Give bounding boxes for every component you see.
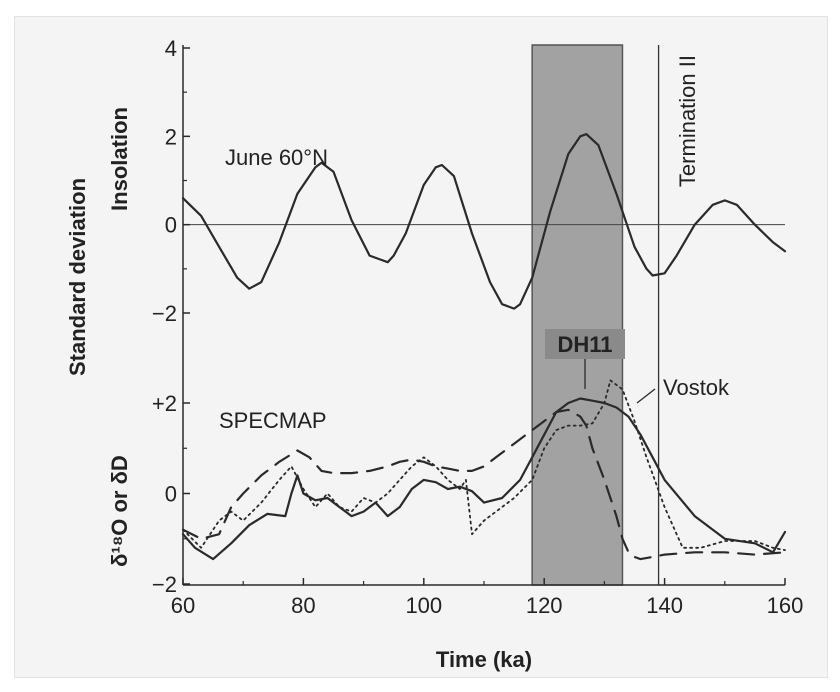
x-tick-label: 140	[646, 593, 683, 618]
shaded-band-dh11	[531, 44, 624, 586]
vostok-pointer	[636, 388, 656, 404]
y-label-insolation: Insolation	[107, 107, 132, 211]
isotope-line-vostok	[182, 379, 786, 551]
x-axis-label: Time (ka)	[436, 647, 532, 672]
chart-svg: 60 80 100 120 140 160 4 2 0 −2 +2 0 −2 Insolation St…	[65, 36, 803, 672]
y-label-standard-deviation: Standard deviation	[65, 178, 90, 376]
y-tick-label-top: −2	[152, 301, 177, 326]
annotation-dh11: DH11	[557, 332, 612, 357]
figure-panel: 60 80 100 120 140 160 4 2 0 −2 +2 0 −2 Insolation St…	[14, 16, 828, 678]
y-tick-label-bottom: −2	[152, 572, 177, 597]
dh11-label-box	[545, 329, 625, 359]
annotation-specmap: SPECMAP	[219, 408, 327, 433]
x-tick-label: 120	[526, 593, 563, 618]
y-tick-label-bottom: 0	[165, 482, 177, 507]
x-tick-label: 160	[767, 593, 804, 618]
y-tick-label-bottom: +2	[152, 391, 177, 416]
y-tick-label-top: 0	[165, 213, 177, 238]
annotation-june-60n: June 60°N	[225, 145, 328, 170]
series-group	[181, 133, 787, 561]
annotation-termination-ii: Termination II	[675, 55, 700, 187]
annotation-vostok: Vostok	[663, 375, 730, 400]
y-tick-label-top: 2	[165, 124, 177, 149]
x-tick-label: 80	[291, 593, 315, 618]
y-tick-label-top: 4	[165, 36, 177, 61]
x-tick-label: 60	[171, 593, 195, 618]
y-label-delta: δ¹⁸O or δD	[107, 455, 132, 567]
axis-ticks: 60 80 100 120 140 160 4 2 0 −2 +2 0 −2	[152, 36, 803, 618]
x-tick-label: 100	[405, 593, 442, 618]
isotope-line-specmap	[181, 408, 787, 561]
insolation-line-june-60-n	[181, 133, 787, 310]
